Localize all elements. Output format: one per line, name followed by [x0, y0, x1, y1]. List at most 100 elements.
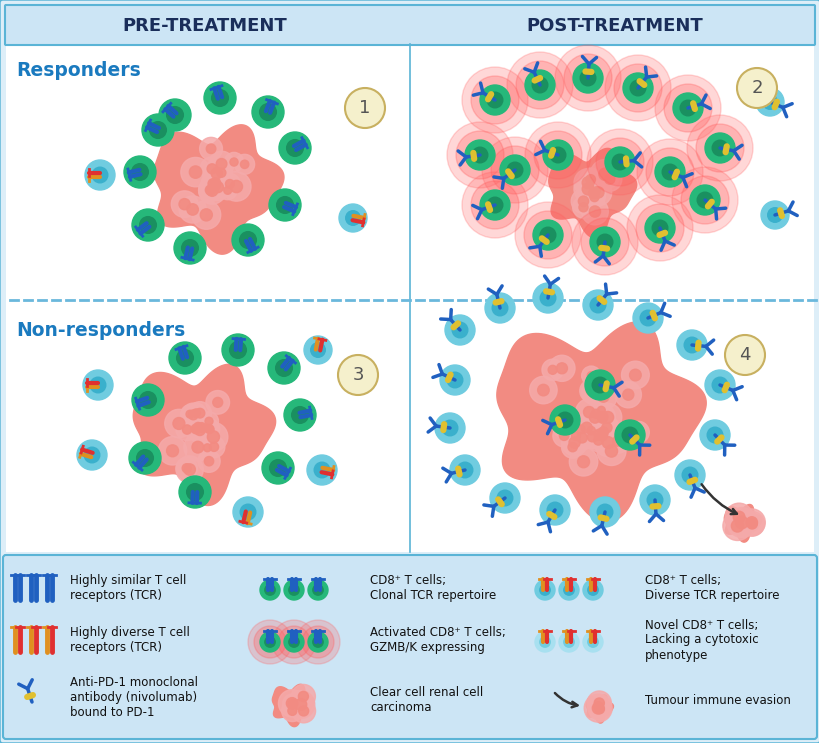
Circle shape — [461, 67, 527, 133]
Circle shape — [564, 414, 586, 435]
Circle shape — [571, 432, 580, 441]
Circle shape — [595, 704, 604, 714]
Circle shape — [210, 162, 232, 184]
Circle shape — [646, 492, 662, 507]
FancyBboxPatch shape — [5, 5, 814, 45]
Circle shape — [539, 637, 550, 647]
Circle shape — [581, 405, 608, 431]
Circle shape — [712, 377, 727, 393]
Circle shape — [484, 293, 514, 323]
Circle shape — [548, 355, 574, 381]
Text: CD8⁺ T cells;
Diverse TCR repertoire: CD8⁺ T cells; Diverse TCR repertoire — [645, 574, 779, 602]
Circle shape — [580, 70, 595, 85]
Circle shape — [654, 75, 720, 141]
Circle shape — [676, 330, 706, 360]
Circle shape — [579, 380, 602, 402]
Circle shape — [295, 698, 306, 710]
Circle shape — [306, 455, 337, 485]
Circle shape — [254, 626, 286, 658]
Circle shape — [724, 335, 764, 375]
Circle shape — [586, 372, 595, 380]
Circle shape — [171, 191, 197, 218]
Circle shape — [596, 436, 625, 466]
Circle shape — [573, 169, 601, 197]
Circle shape — [240, 504, 256, 520]
Circle shape — [596, 412, 607, 422]
Circle shape — [192, 441, 203, 453]
Circle shape — [572, 63, 602, 93]
Circle shape — [206, 425, 214, 433]
Circle shape — [288, 700, 296, 707]
Circle shape — [192, 201, 220, 230]
Circle shape — [565, 426, 586, 447]
Circle shape — [663, 84, 711, 132]
Circle shape — [283, 580, 304, 600]
Circle shape — [470, 181, 518, 229]
Circle shape — [159, 99, 191, 131]
Circle shape — [179, 476, 210, 508]
Circle shape — [142, 114, 174, 146]
Circle shape — [179, 198, 190, 210]
Circle shape — [546, 502, 562, 518]
Circle shape — [589, 383, 616, 410]
Circle shape — [184, 418, 207, 441]
Circle shape — [585, 175, 595, 184]
Circle shape — [440, 365, 469, 395]
Circle shape — [85, 160, 115, 190]
Circle shape — [559, 431, 568, 441]
Circle shape — [588, 422, 614, 448]
Circle shape — [182, 464, 191, 473]
Circle shape — [239, 232, 256, 248]
Circle shape — [310, 343, 325, 357]
Circle shape — [233, 497, 263, 527]
Circle shape — [308, 580, 328, 600]
Circle shape — [632, 303, 663, 333]
Circle shape — [229, 342, 246, 358]
Circle shape — [210, 181, 218, 189]
Circle shape — [672, 93, 702, 123]
Circle shape — [198, 418, 219, 439]
Circle shape — [461, 172, 527, 238]
Circle shape — [760, 201, 788, 229]
Circle shape — [209, 151, 234, 177]
Circle shape — [681, 467, 697, 483]
Circle shape — [201, 172, 224, 195]
Circle shape — [124, 156, 156, 188]
Circle shape — [597, 167, 621, 191]
Circle shape — [265, 585, 275, 595]
Circle shape — [592, 379, 604, 391]
Circle shape — [680, 176, 728, 224]
Circle shape — [187, 420, 206, 439]
Circle shape — [578, 168, 601, 191]
Circle shape — [204, 174, 231, 201]
Circle shape — [84, 447, 100, 463]
Circle shape — [198, 177, 225, 204]
Circle shape — [229, 158, 238, 166]
Circle shape — [129, 442, 161, 474]
Circle shape — [552, 415, 576, 438]
Circle shape — [596, 429, 607, 441]
Circle shape — [176, 456, 203, 483]
Circle shape — [568, 447, 597, 476]
Circle shape — [736, 68, 776, 108]
Circle shape — [621, 361, 649, 389]
Circle shape — [225, 180, 234, 188]
Circle shape — [577, 196, 588, 207]
Circle shape — [446, 122, 513, 188]
Circle shape — [559, 421, 568, 432]
Circle shape — [585, 403, 605, 424]
Circle shape — [457, 462, 473, 478]
Circle shape — [767, 208, 781, 222]
Circle shape — [281, 700, 303, 721]
Circle shape — [173, 418, 184, 429]
Circle shape — [434, 413, 464, 443]
Circle shape — [312, 585, 323, 595]
Circle shape — [586, 421, 613, 448]
Circle shape — [704, 133, 734, 163]
Circle shape — [212, 181, 223, 192]
Text: CD8⁺ T cells;
Clonal TCR repertoire: CD8⁺ T cells; Clonal TCR repertoire — [369, 574, 495, 602]
Circle shape — [532, 283, 563, 313]
Circle shape — [500, 155, 529, 185]
Circle shape — [547, 366, 556, 374]
Circle shape — [181, 403, 205, 426]
